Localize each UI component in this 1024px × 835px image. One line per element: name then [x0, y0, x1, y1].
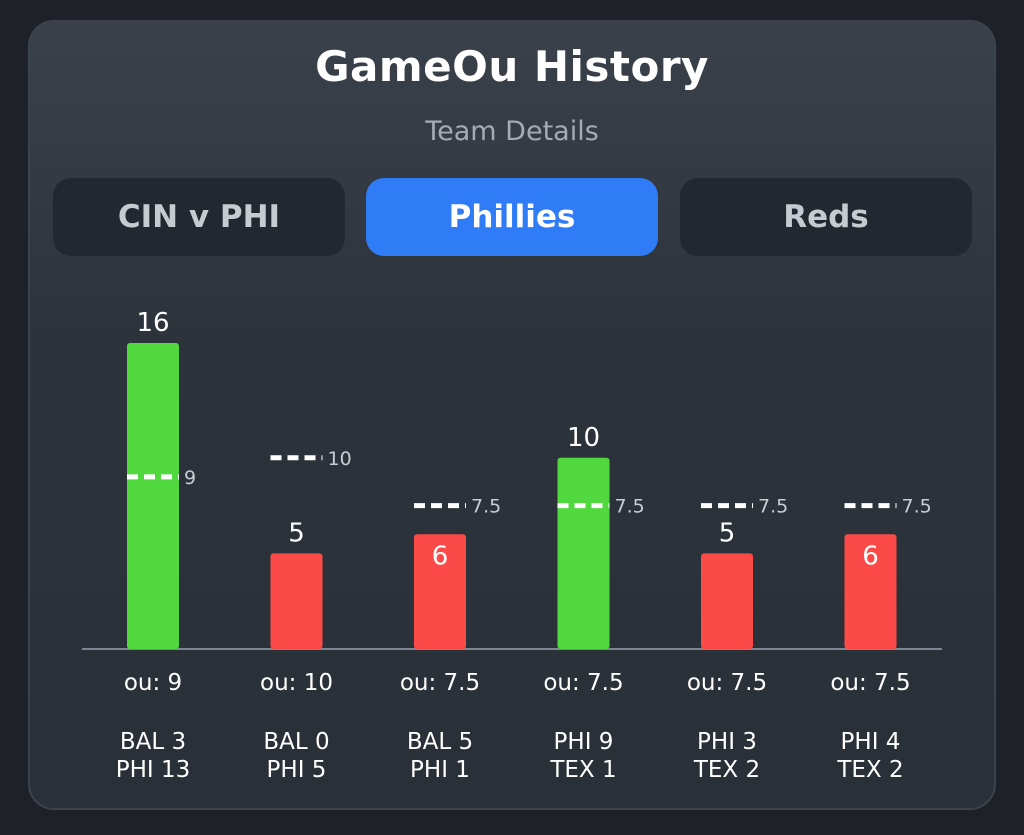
ou-category-label: ou: 10 [260, 670, 333, 696]
ou-line-label: 9 [184, 467, 196, 489]
game-score-line: TEX 2 [693, 757, 760, 783]
total-bar [557, 457, 610, 649]
ou-line-label: 7.5 [758, 496, 788, 518]
ou-line-label: 7.5 [471, 496, 501, 518]
total-label: 6 [432, 541, 449, 571]
ou-line-label: 7.5 [615, 496, 645, 518]
page-title: GameOu History [315, 42, 709, 91]
total-bar [414, 534, 466, 649]
ou-line-label: 7.5 [902, 496, 932, 518]
ou-category-label: ou: 7.5 [830, 670, 910, 696]
game-score-line: TEX 2 [836, 757, 903, 783]
game-score-line: PHI 4 [841, 729, 901, 755]
ou-category-label: ou: 7.5 [400, 670, 480, 696]
total-label: 5 [719, 518, 736, 548]
total-bar [844, 534, 897, 649]
total-bar [701, 553, 753, 649]
game-score-line: PHI 5 [267, 757, 327, 783]
game-score-line: BAL 3 [120, 729, 186, 755]
total-label: 10 [567, 423, 600, 453]
game-score-line: PHI 13 [116, 757, 191, 783]
game-score-line: PHI 3 [697, 729, 757, 755]
tab-matchup[interactable]: CIN v PHI [53, 178, 345, 256]
page-subtitle: Team Details [425, 116, 599, 147]
game-score-line: PHI 9 [554, 729, 614, 755]
total-label: 16 [136, 308, 169, 338]
tab-reds[interactable]: Reds [680, 178, 972, 256]
game-score-line: TEX 1 [549, 757, 616, 783]
chart-card [28, 20, 996, 810]
ou-category-label: ou: 9 [124, 670, 182, 696]
ou-category-label: ou: 7.5 [543, 670, 623, 696]
ou-category-label: ou: 7.5 [687, 670, 767, 696]
total-label: 6 [862, 541, 879, 571]
ou-line-label: 10 [328, 448, 352, 470]
tab-phillies[interactable]: Phillies [366, 178, 658, 256]
game-score-line: BAL 5 [407, 729, 473, 755]
total-label: 5 [288, 518, 305, 548]
total-bar [270, 553, 323, 649]
game-score-line: BAL 0 [263, 729, 329, 755]
game-score-line: PHI 1 [410, 757, 470, 783]
total-bar [127, 343, 179, 649]
